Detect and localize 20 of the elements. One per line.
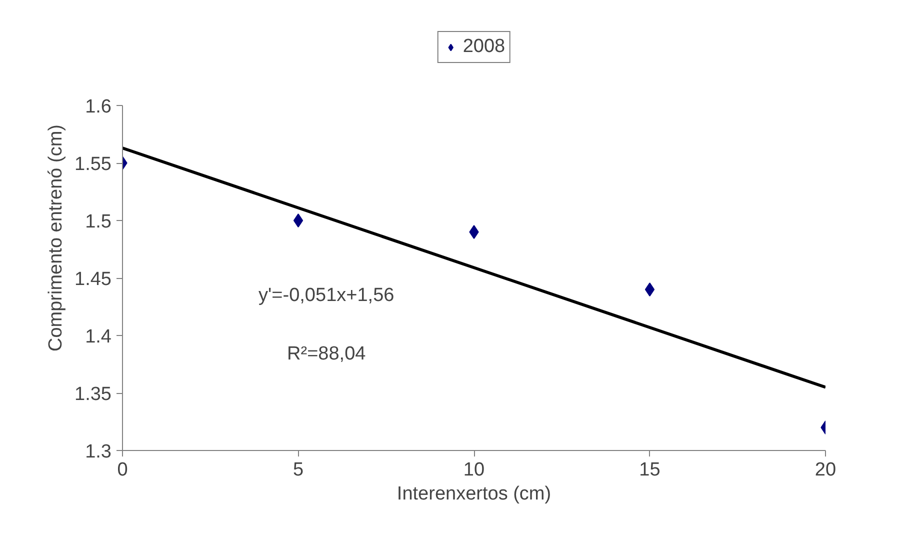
y-tick-label: 1.45 — [74, 269, 112, 290]
annotation: R²=88,04 — [287, 343, 366, 364]
point — [644, 282, 655, 296]
y-tick-label: 1.6 — [85, 96, 112, 118]
annotation: y'=-0,051x+1,56 — [258, 284, 394, 306]
y-tick-label: 1.35 — [74, 384, 112, 405]
y-axis-title: Comprimento entrenó (cm) — [46, 124, 67, 352]
x-axis-title: Interenxertos (cm) — [396, 484, 552, 504]
x-tick-label: 20 — [814, 460, 836, 480]
point — [469, 225, 479, 239]
y-tick-label: 1.5 — [85, 212, 112, 232]
legend-label: 2008 — [462, 36, 506, 58]
x-tick-label: 5 — [292, 460, 304, 480]
y-tick-label: 1.3 — [85, 442, 112, 462]
x-tick-label: 0 — [117, 460, 128, 480]
y-tick-label: 1.55 — [74, 154, 112, 175]
x-tick-label: 15 — [639, 460, 660, 480]
x-tick-label: 10 — [463, 460, 485, 480]
point — [293, 214, 304, 228]
y-tick-label: 1.4 — [85, 326, 112, 348]
